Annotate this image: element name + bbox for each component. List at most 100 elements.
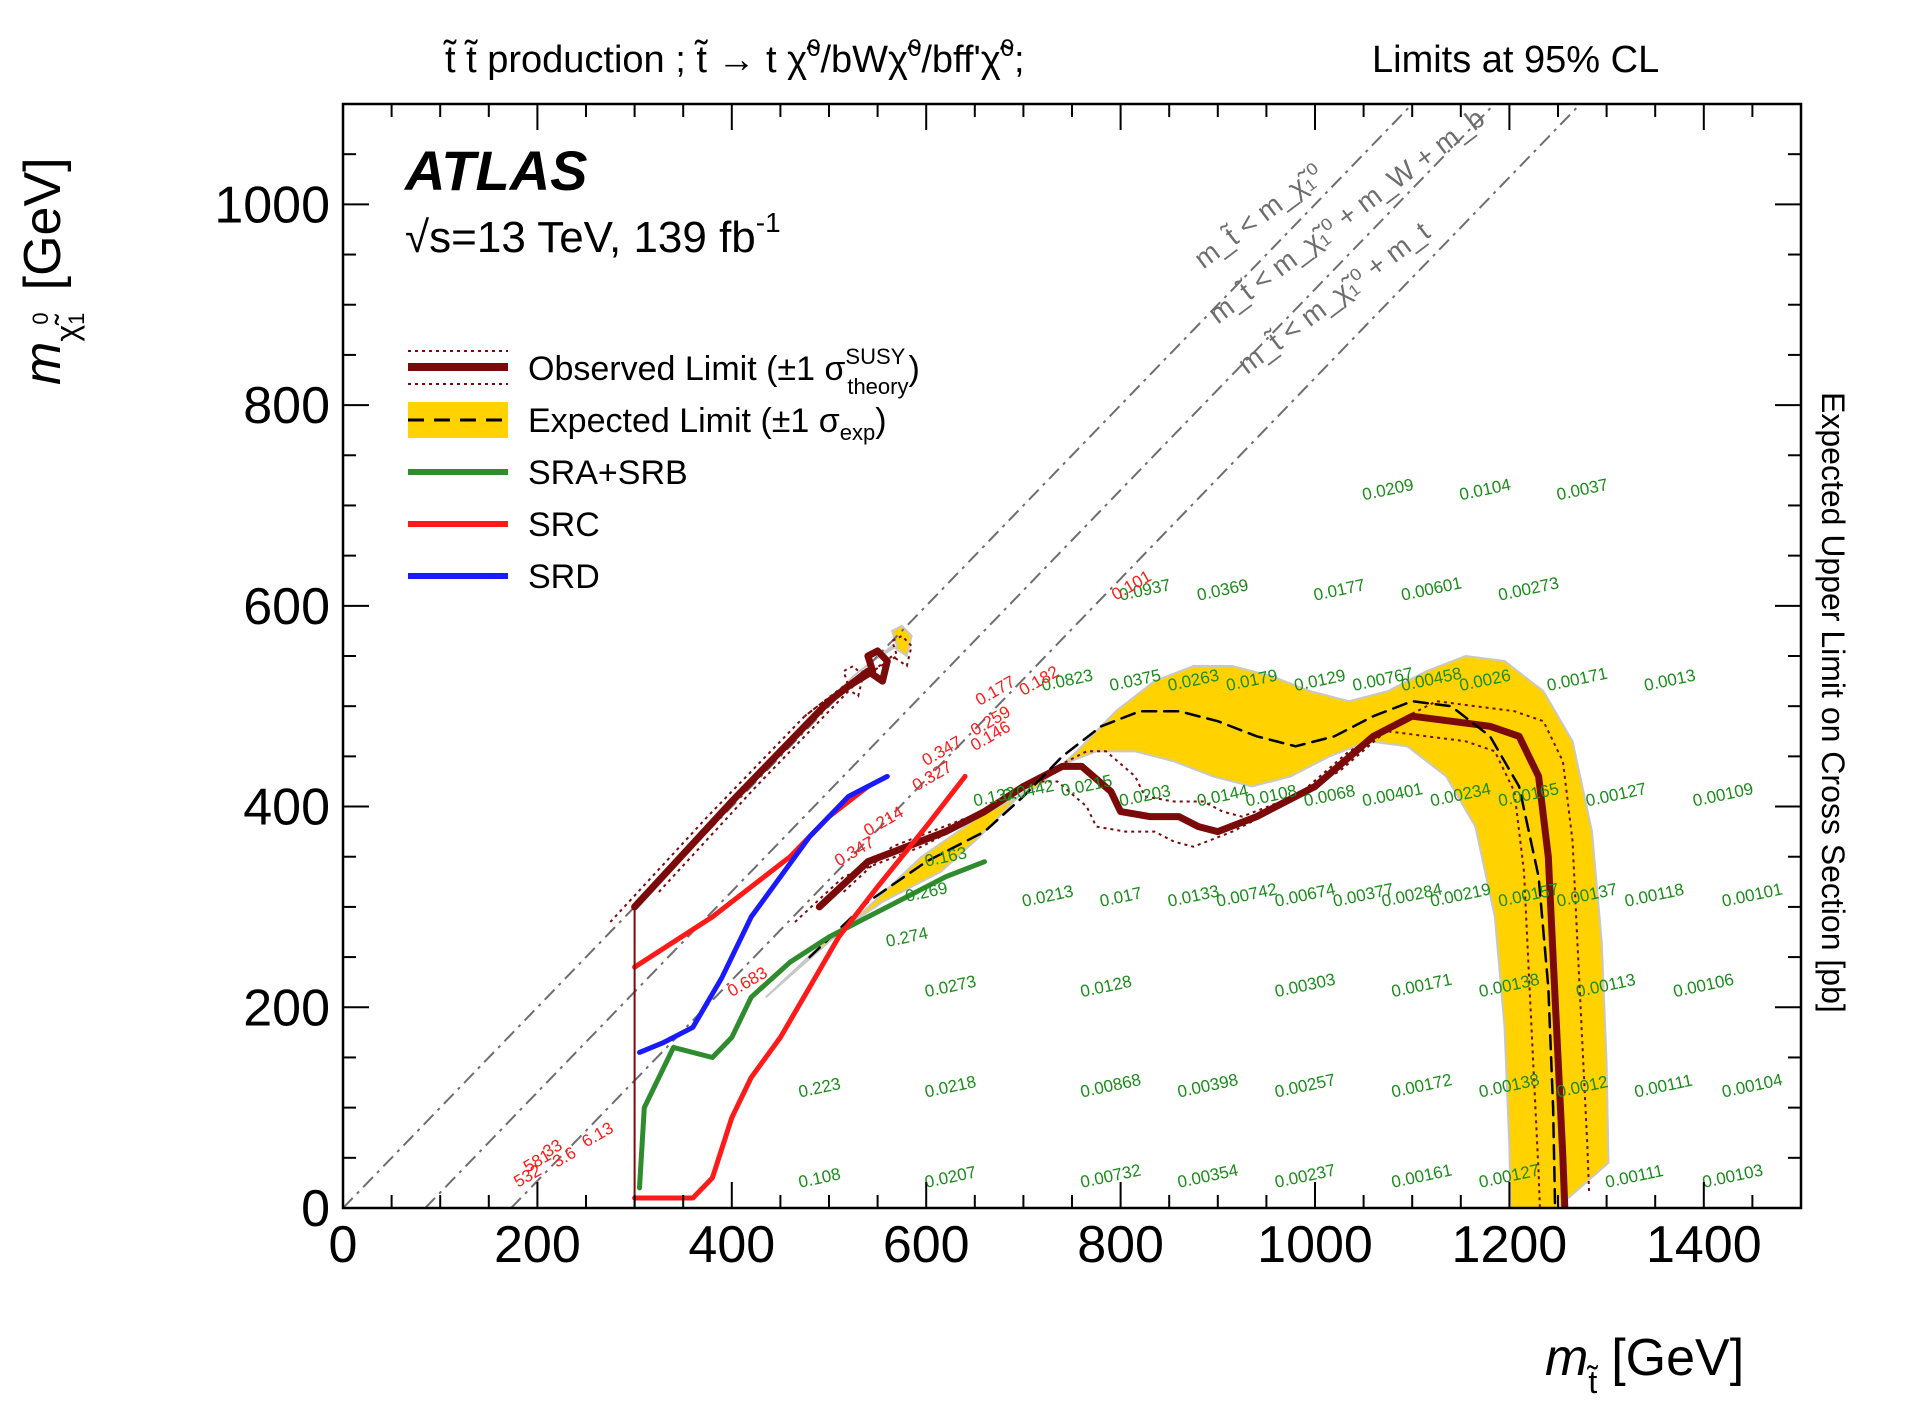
observed-theory-band — [658, 634, 913, 893]
x-tick-label: 1000 — [1257, 1216, 1373, 1274]
xsec-value: 0.00109 — [1691, 779, 1755, 810]
xsec-value: 0.0133 — [1166, 881, 1221, 910]
observed-theory-band — [794, 730, 1541, 1208]
header-process: t̃ t̃ production ; t̃ → t χ̃0/bWχ̃0/bff'… — [443, 35, 1025, 81]
xsec-value: 0.0207 — [923, 1162, 978, 1191]
axes: 0 200 400 600 800 1000 1200 1400 0 200 400 600 800 10… — [214, 103, 1802, 1274]
kinematic-line-1 — [424, 104, 1496, 1208]
kinematic-line-2 — [510, 104, 1582, 1208]
series-observed — [815, 712, 1569, 1208]
xsec-value: 0.00127 — [1584, 779, 1648, 810]
legend-src: SRC — [408, 506, 600, 544]
xsec-value: 0.00868 — [1079, 1070, 1143, 1101]
x-tick-label: 200 — [494, 1216, 581, 1274]
legend-srd: SRD — [408, 558, 600, 596]
xsec-value: 0.00111 — [1633, 1071, 1695, 1102]
xsec-value: 0.0273 — [923, 972, 978, 1001]
src-xsec-value: 0.182 — [1016, 662, 1062, 700]
xsec-value: 0.00118 — [1623, 880, 1686, 911]
xsec-value: 0.0177 — [1312, 575, 1367, 604]
xsec-value: 0.00171 — [1390, 970, 1454, 1001]
xsec-value: 0.0144 — [1195, 781, 1250, 810]
observed-theory-band — [842, 700, 1591, 1193]
xsec-value: 0.00732 — [1079, 1160, 1143, 1191]
y-tick-label: 0 — [301, 1180, 330, 1238]
y-tick-label: 200 — [243, 979, 330, 1037]
x-axis-title: mt̃ [GeV] — [1545, 1329, 1744, 1400]
xsec-value: 0.00742 — [1215, 879, 1279, 910]
atlas-label: ATLAS — [403, 139, 588, 202]
xsec-value: 0.00171 — [1545, 664, 1609, 695]
x-tick-label: 600 — [883, 1216, 970, 1274]
xsec-value: 0.00172 — [1390, 1070, 1454, 1101]
xsec-value: 0.274 — [884, 924, 930, 951]
xsec-value: 0.0203 — [1117, 781, 1172, 810]
xsec-value: 0.00303 — [1273, 970, 1337, 1001]
xsec-value: 0.00354 — [1176, 1160, 1240, 1191]
xsec-value: 0.00104 — [1720, 1070, 1784, 1101]
xsec-value: 0.00674 — [1273, 879, 1337, 910]
observed-theory-band — [609, 664, 865, 923]
xsec-value: 0.00161 — [1390, 1160, 1454, 1191]
legend-expected: Expected Limit (±1 σexp) — [408, 402, 887, 445]
src-xsec-value: 0.347 — [831, 832, 877, 870]
z-axis-title: Expected Upper Limit on Cross Section [p… — [1815, 392, 1851, 1013]
xsec-value: 0.00257 — [1273, 1070, 1337, 1101]
xsec-value: 0.00101 — [1720, 879, 1784, 910]
series-expected — [808, 699, 1557, 1208]
src-xsec-value: 0.683 — [724, 963, 770, 1001]
x-tick-label: 400 — [688, 1216, 775, 1274]
xsec-value: 0.0128 — [1079, 972, 1134, 1001]
xsec-value: 0.00111 — [1603, 1161, 1665, 1192]
legend: Observed Limit (±1 σSUSY theory) Expected… — [408, 344, 920, 596]
svg-text:SRA+SRB: SRA+SRB — [528, 454, 688, 492]
series-srd — [637, 773, 890, 1055]
x-tick-label: 1200 — [1452, 1216, 1568, 1274]
xsec-value: 0.0037 — [1555, 475, 1610, 504]
y-tick-label: 1000 — [214, 176, 330, 234]
series-src — [632, 773, 968, 1201]
series-sra_srb — [637, 859, 987, 1191]
x-tick-label: 1400 — [1646, 1216, 1762, 1274]
xsec-value: 0.0013 — [1642, 666, 1697, 695]
xsec-value: 0.0104 — [1458, 475, 1513, 504]
xsec-value: 0.00237 — [1273, 1160, 1337, 1191]
xsec-value: 0.0215 — [1059, 771, 1114, 800]
header-cl: Limits at 95% CL — [1372, 39, 1659, 81]
xsec-value: 0.0369 — [1195, 575, 1250, 604]
y-tick-label: 600 — [243, 578, 330, 636]
svg-text:SRD: SRD — [528, 558, 600, 596]
svg-text:Expected Limit (±1 σexp): Expected Limit (±1 σexp) — [528, 402, 887, 445]
svg-text:SRC: SRC — [528, 506, 600, 544]
xsec-value: 0.00398 — [1176, 1070, 1240, 1101]
xsec-value: 0.0213 — [1020, 881, 1075, 910]
y-axis-title: mχ̃10[GeV] — [14, 157, 89, 385]
src-xsec-value: 0.177 — [972, 672, 1018, 710]
legend-sra-srb: SRA+SRB — [408, 454, 688, 492]
limit-curves — [609, 634, 1591, 1208]
xsec-value: 0.00273 — [1497, 573, 1561, 604]
xsec-value: 0.00601 — [1399, 573, 1463, 604]
energy-lumi-label: √s=13 TeV, 139 fb-1 — [405, 207, 781, 262]
xsec-value: 0.00401 — [1360, 779, 1424, 810]
xsec-value: 0.223 — [797, 1074, 843, 1101]
x-tick-label: 0 — [329, 1216, 358, 1274]
x-tick-label: 800 — [1077, 1216, 1164, 1274]
expected-band — [765, 654, 1610, 1208]
xsec-value: 0.00106 — [1672, 970, 1736, 1001]
xsec-value: 0.108 — [797, 1164, 843, 1191]
y-tick-label: 400 — [243, 779, 330, 837]
xsec-value: 0.0209 — [1360, 475, 1415, 504]
xsec-value: 0.00103 — [1701, 1160, 1765, 1191]
kinematic-line-0 — [343, 104, 1413, 1208]
xsec-value: 0.017 — [1098, 883, 1144, 910]
xsec-value: 0.0218 — [923, 1072, 978, 1101]
src-xsec-value: 6.13 — [579, 1118, 617, 1151]
kinematic-lines: m_t̃ < m_χ̃₁⁰m_t̃ < m_χ̃₁⁰ + m_W + m_bm_… — [343, 104, 1582, 1208]
xsec-value: 0.163 — [923, 843, 969, 870]
xsec-value: 0.0129 — [1292, 666, 1347, 695]
xsec-value: 0.132 — [972, 783, 1018, 810]
y-tick-label: 800 — [243, 377, 330, 435]
